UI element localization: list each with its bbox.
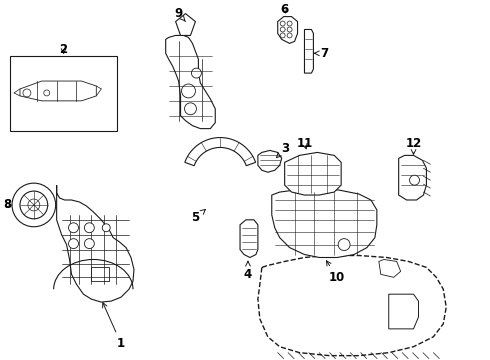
Text: 3: 3	[276, 142, 290, 158]
Circle shape	[185, 103, 196, 115]
Circle shape	[69, 239, 78, 248]
Circle shape	[192, 68, 201, 78]
Text: 12: 12	[405, 137, 422, 154]
Polygon shape	[389, 294, 418, 329]
Polygon shape	[57, 185, 134, 302]
Text: 5: 5	[191, 210, 205, 224]
Polygon shape	[285, 152, 341, 195]
Polygon shape	[258, 150, 282, 172]
Bar	[10, 56, 117, 131]
Polygon shape	[166, 35, 215, 129]
Circle shape	[280, 21, 285, 26]
Text: 10: 10	[326, 261, 345, 284]
Polygon shape	[272, 188, 377, 257]
Text: 6: 6	[281, 3, 289, 16]
Circle shape	[84, 223, 94, 233]
Polygon shape	[278, 17, 297, 43]
Polygon shape	[258, 256, 446, 356]
Text: 1: 1	[102, 303, 125, 350]
Text: 7: 7	[314, 47, 328, 60]
Polygon shape	[240, 220, 258, 257]
Circle shape	[182, 84, 196, 98]
Circle shape	[338, 239, 350, 251]
Circle shape	[44, 90, 49, 96]
Circle shape	[410, 175, 419, 185]
Circle shape	[84, 239, 94, 248]
Polygon shape	[91, 267, 109, 281]
Text: 8: 8	[3, 198, 11, 211]
Circle shape	[23, 89, 31, 97]
Polygon shape	[20, 81, 97, 101]
Circle shape	[287, 27, 292, 32]
Polygon shape	[304, 30, 314, 73]
Circle shape	[287, 33, 292, 38]
Text: 4: 4	[244, 261, 252, 281]
Text: 11: 11	[296, 137, 313, 150]
Text: 9: 9	[174, 7, 186, 22]
Circle shape	[280, 33, 285, 38]
Circle shape	[69, 223, 78, 233]
Polygon shape	[185, 138, 256, 166]
Circle shape	[287, 21, 292, 26]
Circle shape	[20, 191, 48, 219]
Circle shape	[280, 27, 285, 32]
Circle shape	[28, 199, 40, 211]
Polygon shape	[379, 260, 401, 277]
Circle shape	[12, 183, 56, 227]
Circle shape	[102, 224, 110, 232]
Text: 2: 2	[59, 43, 68, 56]
Polygon shape	[399, 156, 426, 200]
Polygon shape	[175, 14, 196, 35]
